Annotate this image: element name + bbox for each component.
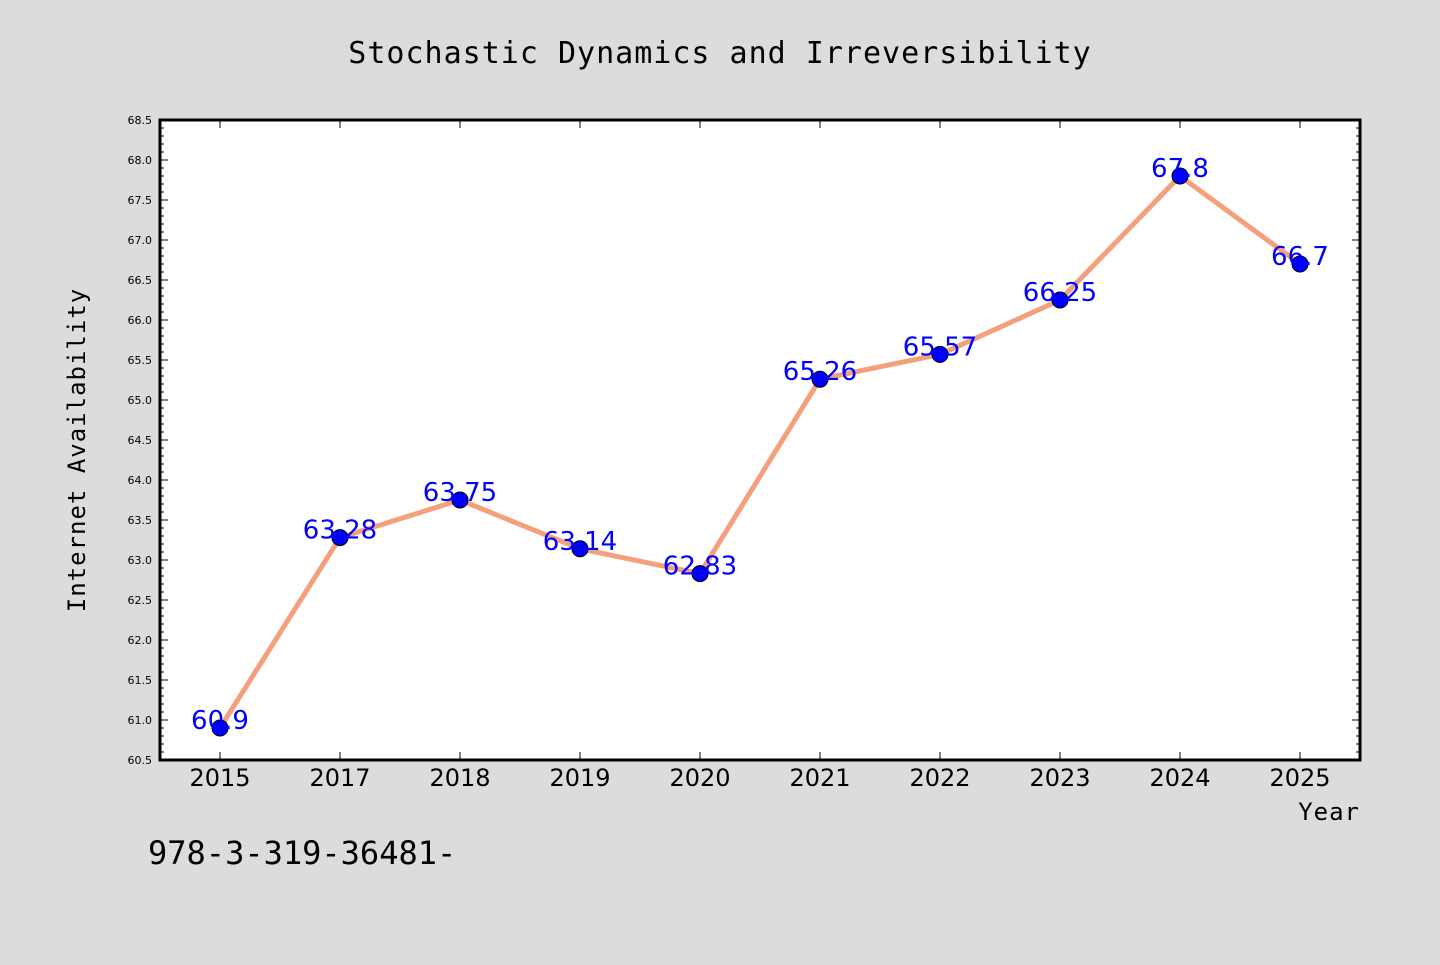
data-point bbox=[1291, 255, 1309, 273]
y-tick-label: 65.5 bbox=[128, 354, 153, 367]
data-point bbox=[211, 719, 229, 737]
y-tick-label: 60.5 bbox=[128, 754, 153, 767]
y-tick-label: 64.5 bbox=[128, 434, 153, 447]
y-tick-label: 63.5 bbox=[128, 514, 153, 527]
y-tick-label: 66.0 bbox=[128, 314, 153, 327]
x-tick-label: 2025 bbox=[1269, 764, 1330, 792]
plot-area bbox=[158, 118, 1362, 762]
data-point bbox=[331, 529, 349, 547]
data-label: 66.25 bbox=[1023, 278, 1097, 308]
data-point bbox=[1051, 291, 1069, 309]
data-label: 60.9 bbox=[191, 706, 249, 736]
y-tick-label: 62.5 bbox=[128, 594, 153, 607]
y-tick-label: 65.0 bbox=[128, 394, 153, 407]
x-tick-label: 2017 bbox=[309, 764, 370, 792]
data-point bbox=[811, 370, 829, 388]
x-tick-label: 2019 bbox=[549, 764, 610, 792]
data-point bbox=[451, 491, 469, 509]
y-tick-label: 63.0 bbox=[128, 554, 153, 567]
chart-title: Stochastic Dynamics and Irreversibility bbox=[348, 36, 1091, 71]
y-tick-label: 67.0 bbox=[128, 234, 153, 247]
data-point bbox=[931, 345, 949, 363]
data-point bbox=[571, 540, 589, 558]
data-label: 65.57 bbox=[903, 332, 977, 362]
x-tick-label: 2018 bbox=[429, 764, 490, 792]
footer-isbn: 978-3-319-36481- bbox=[148, 834, 456, 872]
y-tick-label: 68.0 bbox=[128, 154, 153, 167]
x-tick-label: 2024 bbox=[1149, 764, 1210, 792]
series-markers bbox=[211, 167, 1309, 737]
y-axis-label: Internet Availability bbox=[63, 288, 91, 612]
x-tick-label: 2020 bbox=[669, 764, 730, 792]
data-label: 67.8 bbox=[1151, 154, 1209, 184]
y-tick-label: 67.5 bbox=[128, 194, 153, 207]
y-tick-label: 61.5 bbox=[128, 674, 153, 687]
data-point bbox=[1171, 167, 1189, 185]
x-tick-label: 2015 bbox=[189, 764, 250, 792]
data-label: 63.75 bbox=[423, 478, 497, 508]
data-label: 63.14 bbox=[543, 527, 617, 557]
data-label: 65.26 bbox=[783, 357, 857, 387]
x-tick-label: 2021 bbox=[789, 764, 850, 792]
data-label: 63.28 bbox=[303, 516, 377, 546]
data-label: 62.83 bbox=[663, 552, 737, 582]
y-tick-label: 66.5 bbox=[128, 274, 153, 287]
data-label: 66.7 bbox=[1271, 242, 1329, 272]
x-tick-label: 2022 bbox=[909, 764, 970, 792]
y-tick-label: 64.0 bbox=[128, 474, 153, 487]
x-axis-label: Year bbox=[1298, 798, 1360, 826]
x-tick-label: 2023 bbox=[1029, 764, 1090, 792]
data-point bbox=[691, 565, 709, 583]
y-tick-label: 62.0 bbox=[128, 634, 153, 647]
series-line bbox=[217, 173, 1303, 731]
axis-ticks: 60.5 61.0 61.5 62.0 62.5 63.0 63.5 64.0 64.5 65.0… bbox=[128, 114, 1360, 792]
y-tick-label: 68.5 bbox=[128, 114, 153, 127]
data-labels: 60.9 63.28 63.75 63.14 62.83 65.26 65.57 66.25 6… bbox=[191, 154, 1329, 736]
y-tick-label: 61.0 bbox=[128, 714, 153, 727]
series-line-layer bbox=[217, 173, 1303, 731]
